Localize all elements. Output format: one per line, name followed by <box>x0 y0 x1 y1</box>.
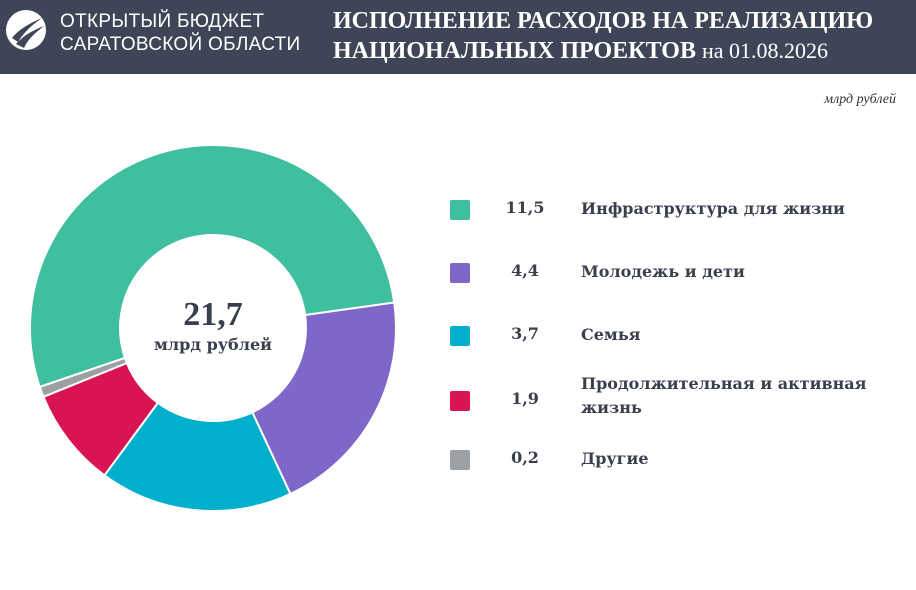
legend-item: 0,2 Другие <box>450 440 910 480</box>
legend-swatch <box>450 326 470 346</box>
logo-text: ОТКРЫТЫЙ БЮДЖЕТ САРАТОВСКОЙ ОБЛАСТИ <box>60 10 300 56</box>
legend-value: 4,4 <box>511 261 539 280</box>
legend-label: Продолжительная и активная жизнь <box>581 374 867 417</box>
legend-swatch <box>450 263 470 283</box>
header-bar: ОТКРЫТЫЙ БЮДЖЕТ САРАТОВСКОЙ ОБЛАСТИ ИСПО… <box>0 0 916 74</box>
donut-slice <box>250 301 397 496</box>
center-total: 21,7 <box>183 296 243 333</box>
legend-swatch <box>450 200 470 220</box>
logo-line-1: ОТКРЫТЫЙ БЮДЖЕТ <box>60 11 265 32</box>
legend-swatch <box>450 391 470 411</box>
legend-item: 11,5 Инфраструктура для жизни <box>450 190 910 230</box>
logo-line-2: САРАТОВСКОЙ ОБЛАСТИ <box>60 34 301 55</box>
legend-item: 3,7 Семья <box>450 316 910 356</box>
legend-value: 3,7 <box>511 324 539 343</box>
title-date: на 01.08.2026 <box>701 38 828 63</box>
title-line-2: НАЦИОНАЛЬНЫХ ПРОЕКТОВ на 01.08.2026 <box>333 36 873 66</box>
legend-label: Другие <box>581 449 649 468</box>
donut-chart: 21,7 млрд рублей <box>29 144 397 512</box>
donut-slice <box>38 356 129 399</box>
legend-label: Инфраструктура для жизни <box>581 199 845 218</box>
legend-value: 11,5 <box>505 198 545 217</box>
legend-item: 1,9 Продолжительная и активная жизнь <box>450 372 910 417</box>
legend-label: Молодежь и дети <box>581 262 745 281</box>
legend-item: 4,4 Молодежь и дети <box>450 253 910 293</box>
legend-value: 1,9 <box>511 389 539 408</box>
legend-swatch <box>450 450 470 470</box>
center-unit: млрд рублей <box>154 335 272 354</box>
donut-slices <box>29 144 397 512</box>
donut-slice <box>29 144 396 389</box>
page-title: ИСПОЛНЕНИЕ РАСХОДОВ НА РЕАЛИЗАЦИЮ НАЦИОН… <box>333 6 873 66</box>
title-line-1: ИСПОЛНЕНИЕ РАСХОДОВ НА РЕАЛИЗАЦИЮ <box>333 8 874 34</box>
logo-icon <box>6 10 46 50</box>
title-line-2-text: НАЦИОНАЛЬНЫХ ПРОЕКТОВ <box>333 38 696 64</box>
donut-slice <box>103 401 292 512</box>
legend-label: Семья <box>581 325 641 344</box>
units-label: млрд рублей <box>824 92 896 107</box>
legend-value: 0,2 <box>511 448 539 467</box>
